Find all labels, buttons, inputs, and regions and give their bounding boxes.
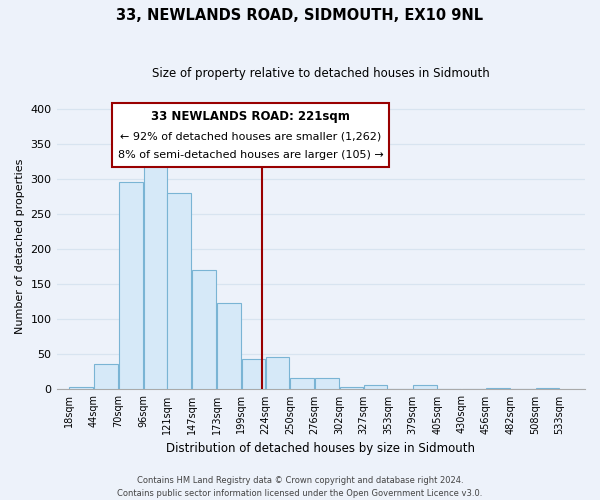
Bar (217, 302, 241, 390)
Bar (413, 385, 437, 390)
Bar (192, 270, 216, 390)
FancyBboxPatch shape (112, 102, 389, 167)
Text: 33 NEWLANDS ROAD: 221sqm: 33 NEWLANDS ROAD: 221sqm (151, 110, 350, 123)
X-axis label: Distribution of detached houses by size in Sidmouth: Distribution of detached houses by size … (166, 442, 475, 455)
Text: 8% of semi-detached houses are larger (105) →: 8% of semi-detached houses are larger (1… (118, 150, 383, 160)
Bar (536, 388, 559, 390)
Text: Contains HM Land Registry data © Crown copyright and database right 2024.
Contai: Contains HM Land Registry data © Crown c… (118, 476, 482, 498)
Bar (487, 388, 510, 390)
Bar (143, 159, 167, 390)
Y-axis label: Number of detached properties: Number of detached properties (15, 158, 25, 334)
Bar (340, 386, 362, 390)
Bar (364, 385, 388, 390)
Bar (290, 378, 314, 390)
Text: 33, NEWLANDS ROAD, SIDMOUTH, EX10 9NL: 33, NEWLANDS ROAD, SIDMOUTH, EX10 9NL (116, 8, 484, 22)
Bar (315, 378, 339, 390)
Title: Size of property relative to detached houses in Sidmouth: Size of property relative to detached ho… (152, 68, 490, 80)
Bar (119, 182, 143, 390)
Bar (70, 386, 93, 390)
Text: ← 92% of detached houses are smaller (1,262): ← 92% of detached houses are smaller (1,… (120, 131, 382, 141)
Bar (242, 358, 265, 390)
Bar (167, 194, 191, 390)
Bar (266, 357, 289, 390)
Bar (94, 364, 118, 390)
